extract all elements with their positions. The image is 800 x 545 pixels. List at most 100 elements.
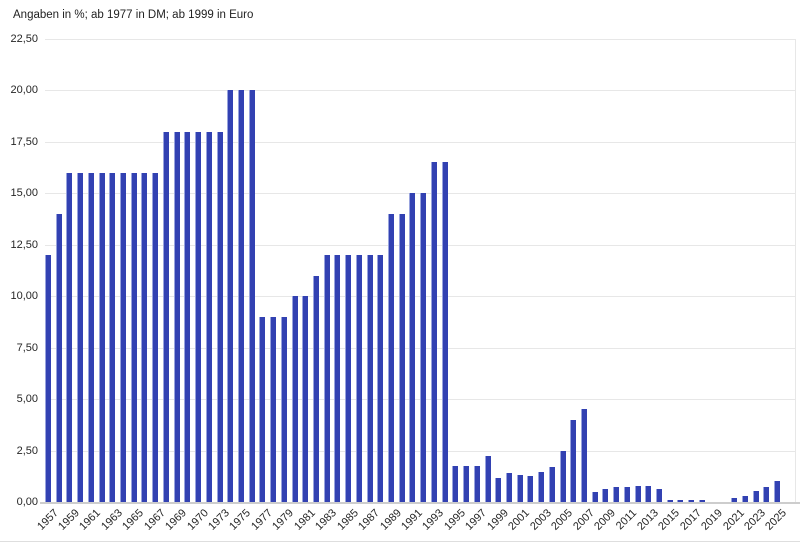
right-border-line bbox=[795, 39, 796, 502]
bar-1987 bbox=[366, 255, 373, 502]
gridline bbox=[45, 193, 795, 195]
x-axis-tick-label: 1993 bbox=[420, 507, 447, 533]
bar-1989 bbox=[388, 213, 395, 502]
x-axis-tick-label: 1995 bbox=[442, 507, 468, 533]
x-axis-tick-label: 2007 bbox=[570, 507, 597, 533]
bar-1996 bbox=[463, 465, 470, 502]
gridline bbox=[45, 450, 795, 452]
x-axis-tick-label: 1991 bbox=[399, 507, 425, 533]
x-axis-tick-label: 1957 bbox=[34, 507, 61, 533]
bar-1971 bbox=[205, 131, 212, 502]
bar-2006 bbox=[570, 419, 577, 502]
bar-1993 bbox=[430, 162, 437, 502]
bar-1998 bbox=[484, 455, 491, 502]
bar-1974 bbox=[227, 90, 234, 502]
bar-1960 bbox=[77, 172, 84, 502]
x-axis-tick-label: 1983 bbox=[313, 507, 340, 533]
bar-2017 bbox=[688, 499, 695, 502]
x-axis-tick-label: 1979 bbox=[270, 507, 297, 533]
gridline bbox=[45, 347, 795, 349]
bar-2013 bbox=[645, 485, 652, 502]
gridline bbox=[45, 141, 795, 143]
x-axis-tick-label: 2011 bbox=[614, 507, 640, 533]
x-axis-tick-label: 1969 bbox=[163, 507, 190, 533]
bar-2018 bbox=[698, 499, 705, 502]
bar-2009 bbox=[602, 488, 609, 502]
bar-1990 bbox=[398, 213, 405, 502]
x-axis-tick-label: 1959 bbox=[56, 507, 82, 533]
x-axis-tick-label: 1965 bbox=[120, 507, 147, 533]
bar-1962 bbox=[98, 172, 105, 502]
bar-1968 bbox=[162, 131, 169, 502]
y-axis-tick-label: 12,50 bbox=[10, 238, 38, 251]
x-axis-tick-label: 1975 bbox=[227, 507, 254, 533]
bar-1967 bbox=[152, 172, 159, 502]
bar-2000 bbox=[505, 473, 512, 502]
x-axis-tick-label: 2003 bbox=[527, 507, 554, 533]
bar-2024 bbox=[763, 486, 770, 502]
bar-1980 bbox=[291, 296, 298, 502]
x-axis-tick-label: 2015 bbox=[656, 507, 683, 533]
bar-1969 bbox=[173, 131, 180, 502]
gridline bbox=[45, 39, 795, 40]
bar-1995 bbox=[452, 465, 459, 502]
bar-1959 bbox=[66, 172, 73, 502]
x-axis-line bbox=[40, 502, 800, 504]
bar-1983 bbox=[323, 255, 330, 502]
y-axis-tick-label: 17,50 bbox=[10, 135, 38, 148]
x-axis-tick-label: 1981 bbox=[291, 507, 318, 533]
y-axis-tick-label: 2,50 bbox=[16, 444, 38, 457]
bar-1992 bbox=[420, 193, 427, 502]
x-axis-tick-label: 2021 bbox=[720, 507, 747, 533]
bar-2025 bbox=[773, 481, 780, 502]
x-axis-tick-label: 1997 bbox=[463, 507, 490, 533]
bar-1975 bbox=[237, 90, 244, 502]
bar-1964 bbox=[120, 172, 127, 502]
x-axis-tick-label: 1987 bbox=[356, 507, 383, 533]
x-axis-tick-label: 2017 bbox=[677, 507, 704, 533]
bar-1978 bbox=[270, 316, 277, 502]
bar-2003 bbox=[538, 472, 545, 502]
bar-1988 bbox=[377, 255, 384, 502]
bar-1963 bbox=[109, 172, 116, 502]
y-axis-tick-label: 22,50 bbox=[10, 33, 38, 45]
bar-2011 bbox=[623, 486, 630, 502]
bar-1984 bbox=[334, 255, 341, 502]
x-axis-tick-label: 2019 bbox=[699, 507, 726, 533]
bar-1973 bbox=[216, 131, 223, 502]
x-axis-tick-label: 1970 bbox=[184, 507, 211, 533]
x-axis-tick-label: 1977 bbox=[249, 507, 275, 533]
bar-2008 bbox=[591, 491, 598, 502]
y-axis-tick-label: 5,00 bbox=[16, 393, 38, 406]
bar-1961 bbox=[87, 172, 94, 502]
bar-2016 bbox=[677, 499, 684, 502]
gridline bbox=[45, 399, 795, 401]
bar-1979 bbox=[280, 316, 287, 502]
x-axis-tick-label: 1963 bbox=[99, 507, 125, 533]
y-axis-tick-label: 0,00 bbox=[16, 496, 38, 508]
bar-1957 bbox=[45, 255, 51, 502]
y-axis-tick-label: 20,00 bbox=[10, 84, 38, 97]
bar-1991 bbox=[409, 193, 416, 502]
y-axis-tick-label: 7,50 bbox=[16, 341, 38, 354]
bottom-border-line bbox=[0, 541, 800, 542]
y-axis-tick-label: 10,00 bbox=[10, 290, 38, 303]
gridline bbox=[45, 244, 795, 246]
bar-2001 bbox=[516, 475, 523, 502]
bar-2002 bbox=[527, 476, 534, 502]
x-axis-tick-label: 2023 bbox=[742, 507, 769, 533]
bar-2022 bbox=[741, 495, 748, 502]
bar-2004 bbox=[548, 467, 555, 502]
bar-1965 bbox=[130, 172, 137, 502]
bar-2010 bbox=[613, 486, 620, 502]
bar-2021 bbox=[731, 497, 738, 502]
bar-2012 bbox=[634, 485, 641, 502]
bar-1966 bbox=[141, 172, 148, 502]
x-axis-tick-label: 1973 bbox=[206, 507, 233, 533]
bar-1981 bbox=[302, 296, 309, 502]
bar-1985 bbox=[345, 255, 352, 502]
gridline bbox=[45, 296, 795, 298]
bar-1999 bbox=[495, 478, 502, 502]
bar-2005 bbox=[559, 450, 566, 502]
